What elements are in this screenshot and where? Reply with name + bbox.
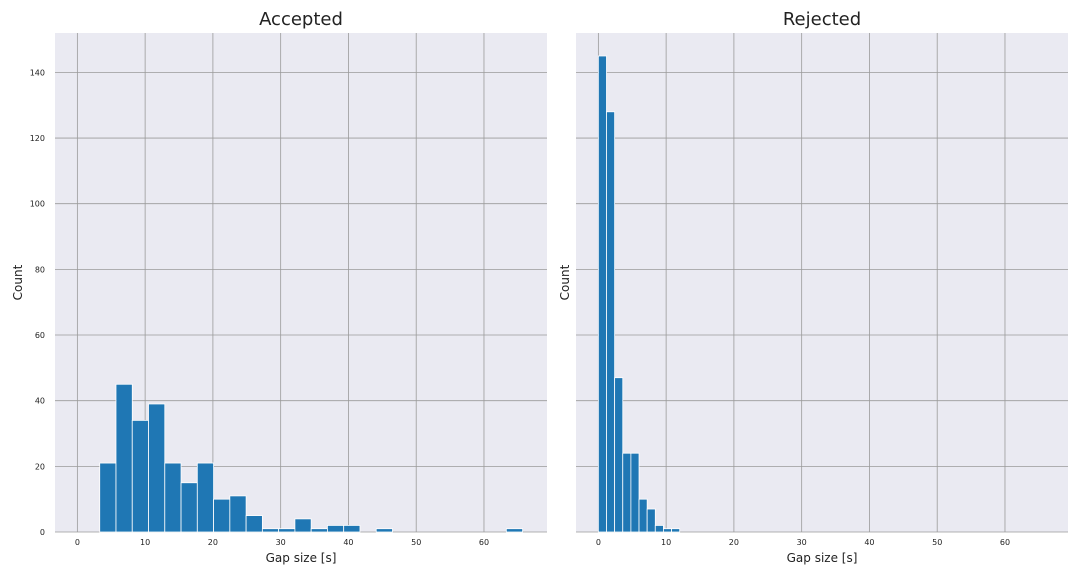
accepted-panel: 0 10 20 30 40 50 60 0 20 40 60 80 100 120 140 Accepted G… [11,9,547,565]
histogram-bar [229,495,247,533]
histogram-bar [131,419,149,533]
histogram-bar [646,508,656,533]
y-tick-label: 40 [35,397,45,406]
panel-title: Accepted [259,9,343,30]
histogram-bar [148,403,166,533]
histogram-bar [164,462,182,533]
x-tick-label: 30 [797,538,807,547]
histogram-bar [622,452,632,533]
x-axis-title: Gap size [s] [787,551,858,565]
x-tick-label: 20 [208,538,218,547]
x-tick-label: 40 [343,538,353,547]
histogram-bar [654,525,664,533]
histogram-bar [196,462,214,533]
histogram-bar [294,518,312,533]
y-tick-label: 60 [35,331,45,340]
histogram-bar [213,498,231,533]
x-tick-label: 50 [411,538,421,547]
histogram-bar [597,55,607,533]
histogram-bar [343,525,361,533]
histogram-bar [99,462,117,533]
x-tick-label: 50 [932,538,942,547]
x-tick-label: 0 [75,538,80,547]
histogram-bar [614,377,624,533]
histogram-bar [245,515,263,533]
histogram-bar [671,528,681,533]
histogram-bar [115,383,133,533]
x-tick-label: 20 [729,538,739,547]
y-tick-label: 140 [30,68,45,77]
histogram-bar [327,525,345,533]
histogram-bar [261,528,280,533]
plot-area [576,33,1068,532]
x-tick-label: 10 [661,538,671,547]
rejected-panel: 0 10 20 30 40 50 60 Rejected Gap size [s] Count [558,9,1068,565]
x-tick-label: 60 [1000,538,1010,547]
y-tick-label: 120 [30,134,45,143]
histogram-bar [505,528,524,533]
y-axis-title: Count [558,264,572,300]
histogram-bar [375,528,393,533]
x-axis-title: Gap size [s] [266,551,337,565]
y-tick-label: 20 [35,462,45,471]
x-tick-label: 30 [276,538,286,547]
x-tick-label: 10 [140,538,150,547]
histogram-bar [606,111,616,533]
histogram-bar [310,528,328,533]
y-tick-label: 80 [35,265,45,274]
y-tick-label: 100 [30,200,45,209]
x-tick-label: 40 [864,538,874,547]
histogram-bar [663,528,672,533]
y-tick-label: 0 [40,528,45,537]
x-tick-label: 0 [596,538,601,547]
histogram-bar [638,498,648,533]
histogram-bar [278,528,296,533]
panel-title: Rejected [783,9,861,30]
y-axis-title: Count [11,264,25,300]
histogram-bar [180,482,198,533]
histogram-bar [630,452,640,533]
x-tick-label: 60 [479,538,489,547]
